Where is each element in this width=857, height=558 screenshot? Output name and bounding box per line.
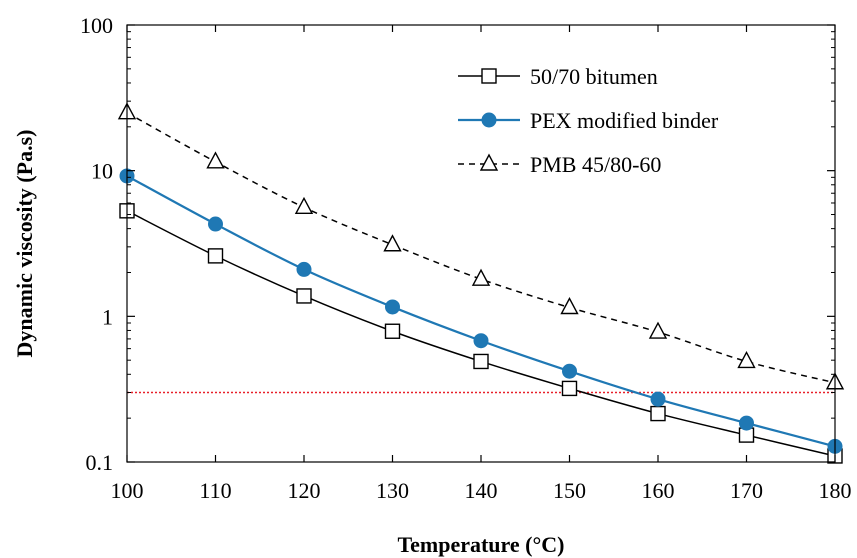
x-axis-title: Temperature (°C) (397, 532, 564, 557)
data-point (561, 380, 578, 397)
data-point (473, 353, 489, 370)
x-tick-label: 120 (288, 478, 321, 503)
legend-label: PMB 45/80-60 (530, 152, 661, 177)
legend-entry: PEX modified binder (458, 108, 719, 133)
series-1 (119, 168, 843, 454)
data-point (737, 350, 756, 369)
data-point (296, 288, 312, 304)
series-2 (117, 102, 845, 390)
data-point (294, 196, 314, 215)
data-point (650, 405, 666, 422)
data-point (648, 321, 668, 339)
data-point (560, 297, 579, 315)
legend-entry: 50/70 bitumen (458, 64, 658, 89)
data-point (208, 216, 223, 232)
y-axis-title: Dynamic viscosity (Pa.s) (12, 130, 37, 358)
x-tick-label: 140 (465, 478, 498, 503)
data-point (385, 299, 400, 315)
data-point (739, 415, 754, 431)
legend-marker (481, 68, 497, 84)
data-point (207, 248, 224, 264)
data-point (383, 234, 402, 252)
y-tick-label: 10 (91, 159, 113, 184)
legend-label: PEX modified binder (530, 108, 719, 133)
x-tick-label: 110 (199, 478, 231, 503)
y-tick-label: 1 (102, 304, 113, 329)
plot-frame (126, 24, 836, 463)
x-tick-label: 150 (553, 478, 586, 503)
data-point (206, 151, 225, 169)
y-tick-label: 100 (80, 13, 113, 38)
series-line (126, 174, 836, 448)
data-point (296, 261, 312, 277)
x-tick-label: 130 (376, 478, 409, 503)
y-tick-label: 0.1 (86, 450, 114, 475)
legend-marker (479, 153, 499, 171)
x-tick-label: 160 (642, 478, 675, 503)
data-point (562, 363, 577, 379)
data-point (650, 391, 666, 407)
legend-label: 50/70 bitumen (530, 64, 658, 89)
legend-entry: PMB 45/80-60 (458, 152, 661, 177)
legend-marker (481, 112, 497, 128)
x-tick-label: 180 (819, 478, 852, 503)
data-point (473, 333, 489, 349)
x-tick-label: 100 (111, 478, 144, 503)
data-point (471, 268, 491, 286)
series-line (126, 112, 836, 384)
data-point (384, 323, 401, 339)
x-tick-label: 170 (730, 478, 763, 503)
